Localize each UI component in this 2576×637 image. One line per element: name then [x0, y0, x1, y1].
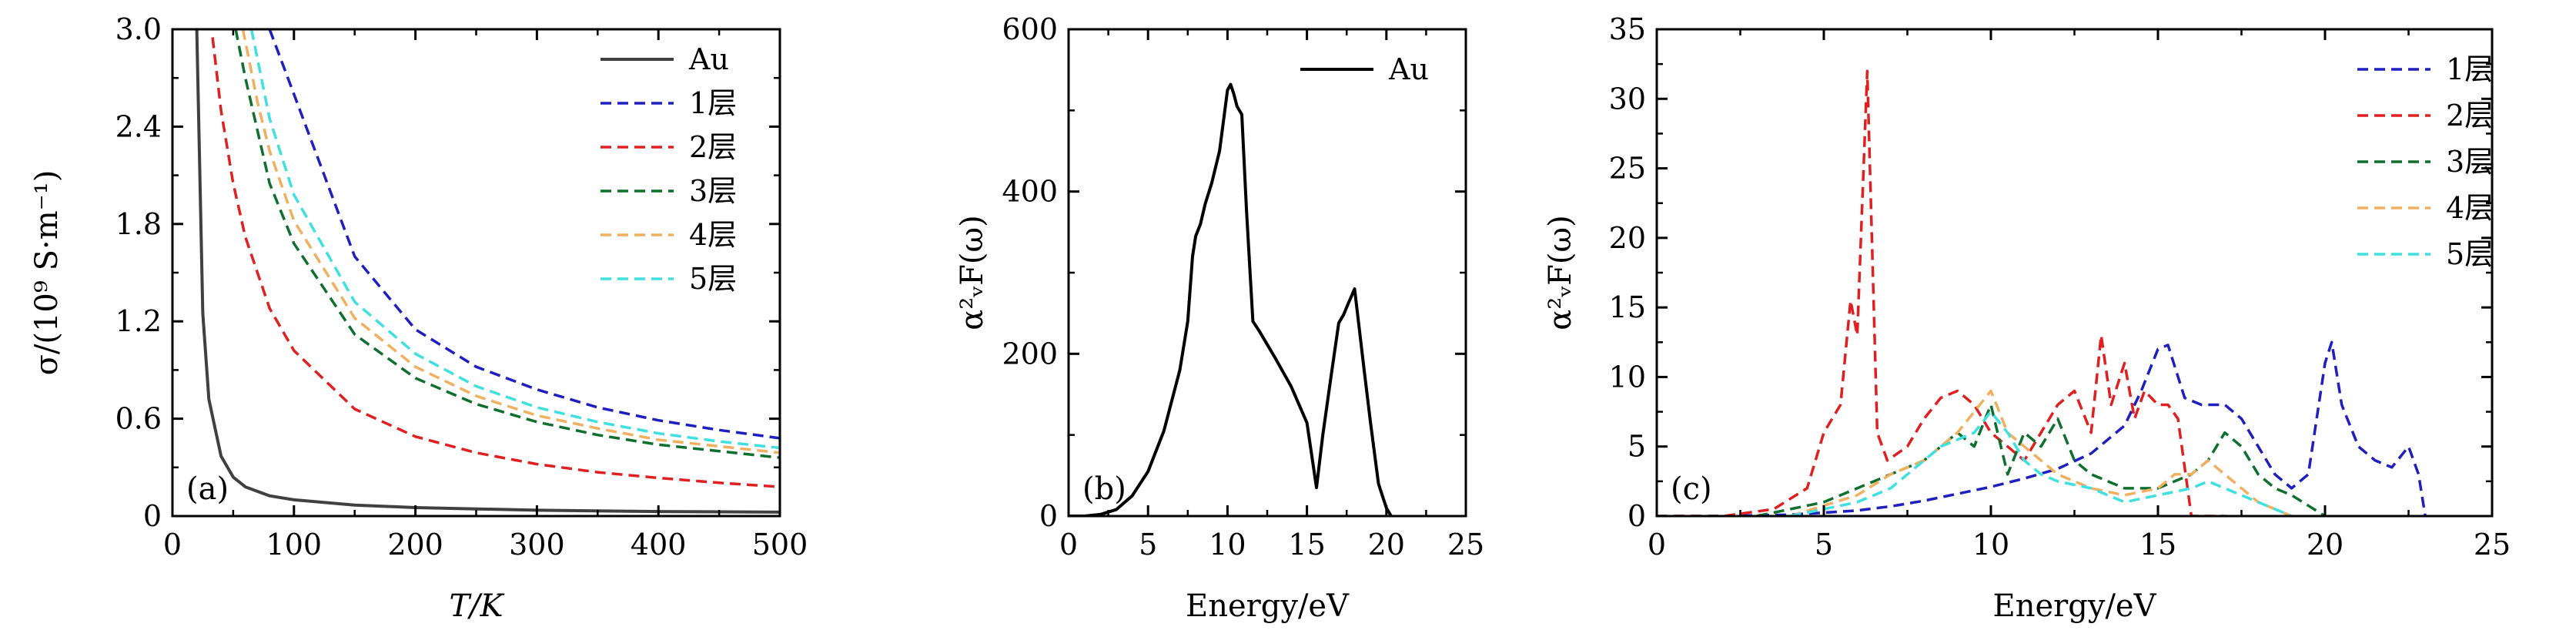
x-tick-label: 10	[1972, 528, 2009, 562]
legend-label: Au	[1388, 52, 1429, 86]
panel-label: (c)	[1671, 471, 1712, 507]
x-axis-label: Energy/eV	[1993, 588, 2157, 624]
y-tick-label: 2.4	[115, 109, 162, 143]
x-tick-label: 0	[1648, 528, 1666, 562]
y-tick-label: 35	[1609, 12, 1646, 46]
legend-label: 3层	[689, 174, 737, 208]
y-axis-label: α²ᵥF(ω)	[1543, 215, 1578, 330]
legend-label: 1层	[2446, 52, 2494, 86]
x-tick-label: 300	[509, 528, 565, 562]
chart-panel-3: 0 5 10 15 20 25 0 5 10 15 20 25 30 35 Energy/eV α²ᵥF(ω)…	[1543, 12, 2511, 624]
x-tick-label: 500	[752, 528, 808, 562]
legend-label: Au	[688, 42, 729, 76]
y-axis-label: α²ᵥF(ω)	[955, 215, 990, 330]
legend-label: 4层	[2446, 191, 2494, 225]
y-tick-label: 600	[1002, 12, 1058, 46]
x-tick-label: 25	[1447, 528, 1484, 562]
x-axis-label: Energy/eV	[1186, 588, 1350, 624]
chart-panel-1: 0 100 200 300 400 500 0 0.6 1.2 1.8 2.4 3.0 T/K σ/(10…	[29, 12, 808, 624]
y-tick-label: 5	[1628, 430, 1646, 464]
x-tick-label: 10	[1209, 528, 1246, 562]
y-tick-label: 1.8	[115, 207, 162, 241]
series-line-3	[211, 37, 780, 488]
x-tick-label: 200	[387, 528, 443, 562]
legend-label: 1层	[689, 86, 737, 120]
x-tick-label: 0	[163, 528, 182, 562]
x-tick-label: 5	[1139, 528, 1157, 562]
y-tick-label: 25	[1609, 152, 1646, 186]
series-line-5	[1790, 410, 2293, 516]
x-tick-label: 25	[2474, 528, 2511, 562]
series-line-1	[1657, 340, 2427, 516]
legend-label: 4层	[689, 218, 737, 252]
panel-label: (a)	[186, 471, 229, 507]
legend: Au 1层 2层 3层 4层 5层	[601, 42, 737, 296]
x-tick-label: 0	[1059, 528, 1078, 562]
legend-label: 2层	[2446, 99, 2494, 132]
series-line-2	[1657, 69, 2225, 516]
y-tick-label: 3.0	[115, 12, 162, 46]
x-tick-label: 5	[1815, 528, 1833, 562]
legend-label: 5层	[689, 262, 737, 296]
x-tick-label: 15	[2139, 528, 2176, 562]
y-tick-label: 0.6	[115, 402, 162, 436]
x-tick-label: 100	[266, 528, 323, 562]
series-line-4	[234, 29, 780, 459]
series-line-6	[249, 29, 780, 450]
series-line-1	[1069, 82, 1393, 516]
y-tick-label: 10	[1609, 360, 1646, 394]
x-tick-label: 20	[1368, 528, 1405, 562]
y-tick-label: 400	[1002, 175, 1058, 209]
y-tick-label: 200	[1002, 337, 1058, 370]
y-tick-label: 30	[1609, 82, 1646, 116]
series-line-2	[268, 29, 780, 440]
x-axis-label: T/K	[449, 588, 504, 624]
plot-frame	[1655, 28, 2494, 518]
y-tick-label: 15	[1609, 290, 1646, 324]
y-tick-label: 0	[1628, 499, 1646, 533]
y-tick-label: 20	[1609, 221, 1646, 255]
legend-label: 5层	[2446, 237, 2494, 271]
legend-label: 3层	[2446, 145, 2494, 179]
panel-label: (b)	[1082, 471, 1126, 507]
x-tick-label: 20	[2307, 528, 2343, 562]
y-axis-label: σ/(10⁹ S·m⁻¹)	[29, 170, 65, 376]
series-line-5	[241, 29, 780, 454]
chart-panel-2: 0 5 10 15 20 25 0 200 400 600 Energy/eV α²ᵥF(ω) (b) A…	[955, 12, 1484, 624]
x-tick-label: 400	[631, 528, 687, 562]
y-tick-label: 1.2	[115, 304, 162, 338]
x-tick-label: 15	[1288, 528, 1325, 562]
legend: Au	[1300, 52, 1429, 86]
legend-label: 2层	[689, 130, 737, 164]
y-tick-label: 0	[143, 499, 162, 533]
y-tick-label: 0	[1039, 499, 1058, 533]
legend: 1层 2层 3层 4层 5层	[2357, 52, 2494, 271]
plot-frame	[1067, 28, 1467, 518]
